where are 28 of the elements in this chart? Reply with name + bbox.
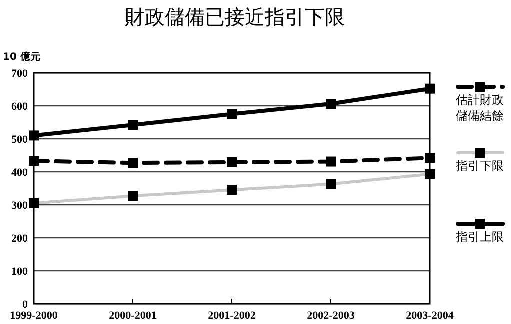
x-tick-label: 2002-2003: [307, 310, 356, 322]
point: [128, 158, 138, 168]
legend-label: 指引下限: [455, 159, 504, 173]
y-tick-label: 600: [12, 101, 28, 113]
y-tick-label: 700: [12, 68, 28, 80]
x-tick-label: 1999-2000: [10, 310, 58, 322]
point: [29, 130, 39, 141]
x-tick-label: 2000-2001: [109, 310, 157, 322]
chart-title: 財政儲備已接近指引下限: [125, 5, 345, 29]
legend-label: 估計財政儲備結餘: [455, 93, 504, 123]
legend-label: 指引上限: [455, 230, 504, 244]
point: [227, 157, 237, 168]
x-tick-label: 2003-2004: [406, 310, 454, 322]
point: [425, 84, 435, 94]
x-tick-label: 2001-2002: [208, 310, 256, 322]
y-tick-label: 500: [12, 134, 28, 146]
y-tick-label: 0: [22, 299, 28, 311]
point: [326, 99, 336, 110]
y-tick-label: 200: [12, 233, 28, 245]
point: [227, 109, 237, 120]
y-tick-label: 100: [12, 266, 28, 278]
y-tick-label: 300: [12, 200, 28, 212]
y-tick-label: 400: [12, 167, 28, 179]
point: [128, 120, 138, 130]
point: [326, 156, 336, 167]
y-axis-title: 10 億元: [3, 51, 40, 63]
point: [425, 153, 435, 164]
point: [29, 156, 39, 166]
